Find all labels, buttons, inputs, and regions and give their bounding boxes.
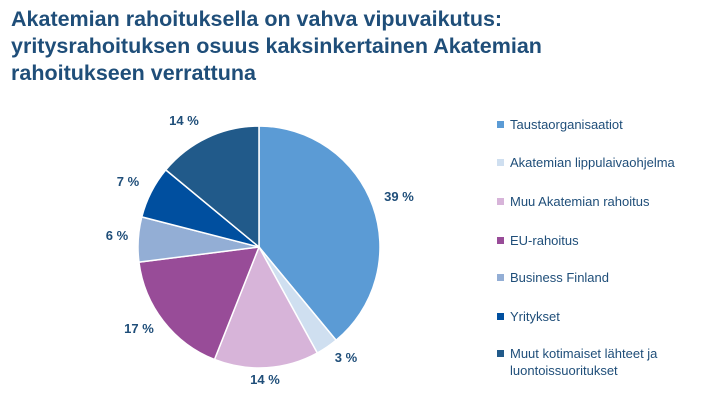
slice-label-7: 14 % [169,113,199,128]
legend-item: Muut kotimaiset lähteet ja luontoissuori… [497,345,680,379]
legend-label: Taustaorganisaatiot [510,117,623,132]
slice-label-1: 39 % [384,189,414,204]
legend-swatch [497,237,504,244]
legend-item: Business Finland [497,269,609,286]
legend-swatch [497,350,504,357]
pie-slice-7 [164,125,260,249]
legend-swatch [497,274,504,281]
legend-item: Muu Akatemian rahoitus [497,193,649,210]
slice-label-3: 14 % [250,372,280,387]
pie-slice-1 [258,125,381,342]
legend-label: Muut kotimaiset lähteet ja luontoissuori… [510,346,658,378]
chart-title-line-1: Akatemian rahoituksella on vahva vipuvai… [11,7,503,31]
slice-label-2: 3 % [335,350,358,365]
slice-label-5: 6 % [106,228,129,243]
chart-title: Akatemian rahoituksella on vahva vipuvai… [11,6,711,87]
slice-label-6: 7 % [117,174,140,189]
chart-title-line-2: yritysrahoituksen osuus kaksinkertainen … [11,34,542,58]
legend-swatch [497,313,504,320]
legend-label: Akatemian lippulaivaohjelma [510,155,675,170]
legend-item: EU-rahoitus [497,232,579,249]
legend-label: Muu Akatemian rahoitus [510,194,650,209]
legend-item: Taustaorganisaatiot [497,116,623,133]
legend-label: EU-rahoitus [510,233,579,248]
slice-label-4: 17 % [124,321,154,336]
legend-swatch [497,198,504,205]
legend-item: Yritykset [497,308,560,325]
legend-label: Business Finland [510,270,609,285]
pie-slice-4 [138,246,261,361]
legend-item: Akatemian lippulaivaohjelma [497,154,675,171]
legend-swatch [497,159,504,166]
chart-title-line-3: rahoitukseen verrattuna [11,61,256,85]
pie-slice-3 [213,245,319,369]
legend-swatch [497,121,504,128]
legend-label: Yritykset [510,309,560,324]
